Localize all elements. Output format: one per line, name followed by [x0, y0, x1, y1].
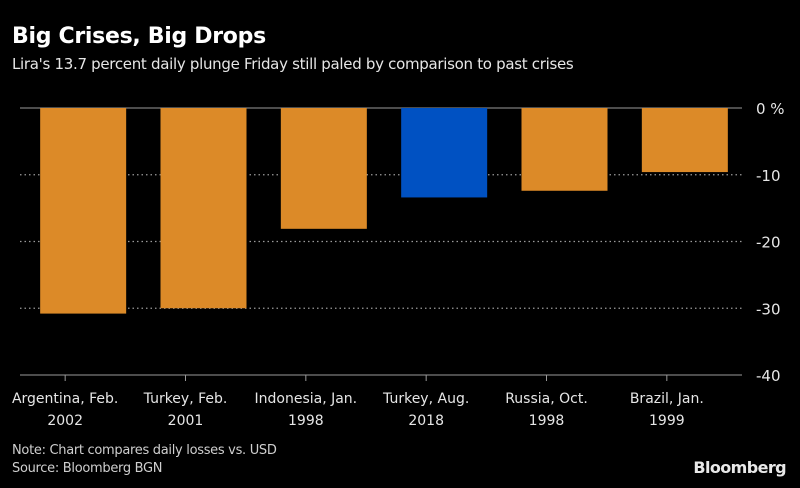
- y-tick-label: -30: [756, 300, 781, 318]
- x-tick-label: Turkey, Feb.: [143, 391, 228, 407]
- x-tick-label: Turkey, Aug.: [382, 391, 469, 407]
- chart-subtitle: Lira's 13.7 percent daily plunge Friday …: [12, 55, 574, 73]
- bar: [521, 108, 608, 191]
- bar: [401, 108, 488, 198]
- bar: [160, 108, 247, 309]
- chart-title: Big Crises, Big Drops: [12, 24, 266, 49]
- footnote: Note: Chart compares daily losses vs. US…: [12, 442, 277, 478]
- x-tick-label-year: 2002: [47, 413, 83, 429]
- chart-note: Note: Chart compares daily losses vs. US…: [12, 443, 277, 458]
- y-tick-label: -20: [756, 234, 781, 252]
- chart-source: Source: Bloomberg BGN: [12, 461, 163, 476]
- x-tick-label: Brazil, Jan.: [630, 391, 704, 407]
- x-tick-label-year: 2018: [408, 413, 444, 429]
- x-tick-label-year: 1998: [529, 413, 565, 429]
- x-tick-label-year: 1999: [649, 413, 685, 429]
- y-tick-label: 0 %: [756, 100, 785, 118]
- bloomberg-logo: Bloomberg: [693, 458, 786, 477]
- bar: [280, 108, 367, 229]
- x-tick-label: Argentina, Feb.: [12, 391, 118, 407]
- bar: [641, 108, 728, 173]
- x-tick-label: Russia, Oct.: [505, 391, 588, 407]
- y-tick-label: -40: [756, 367, 781, 385]
- bar: [40, 108, 127, 314]
- x-tick-label-year: 1998: [288, 413, 324, 429]
- y-tick-label: -10: [756, 167, 781, 185]
- bar-chart: 0 % -10 -20 -30 -40 Argentina, Feb. 2002 Turkey…: [12, 100, 785, 429]
- x-tick-label: Indonesia, Jan.: [255, 391, 358, 407]
- x-tick-label-year: 2001: [168, 413, 204, 429]
